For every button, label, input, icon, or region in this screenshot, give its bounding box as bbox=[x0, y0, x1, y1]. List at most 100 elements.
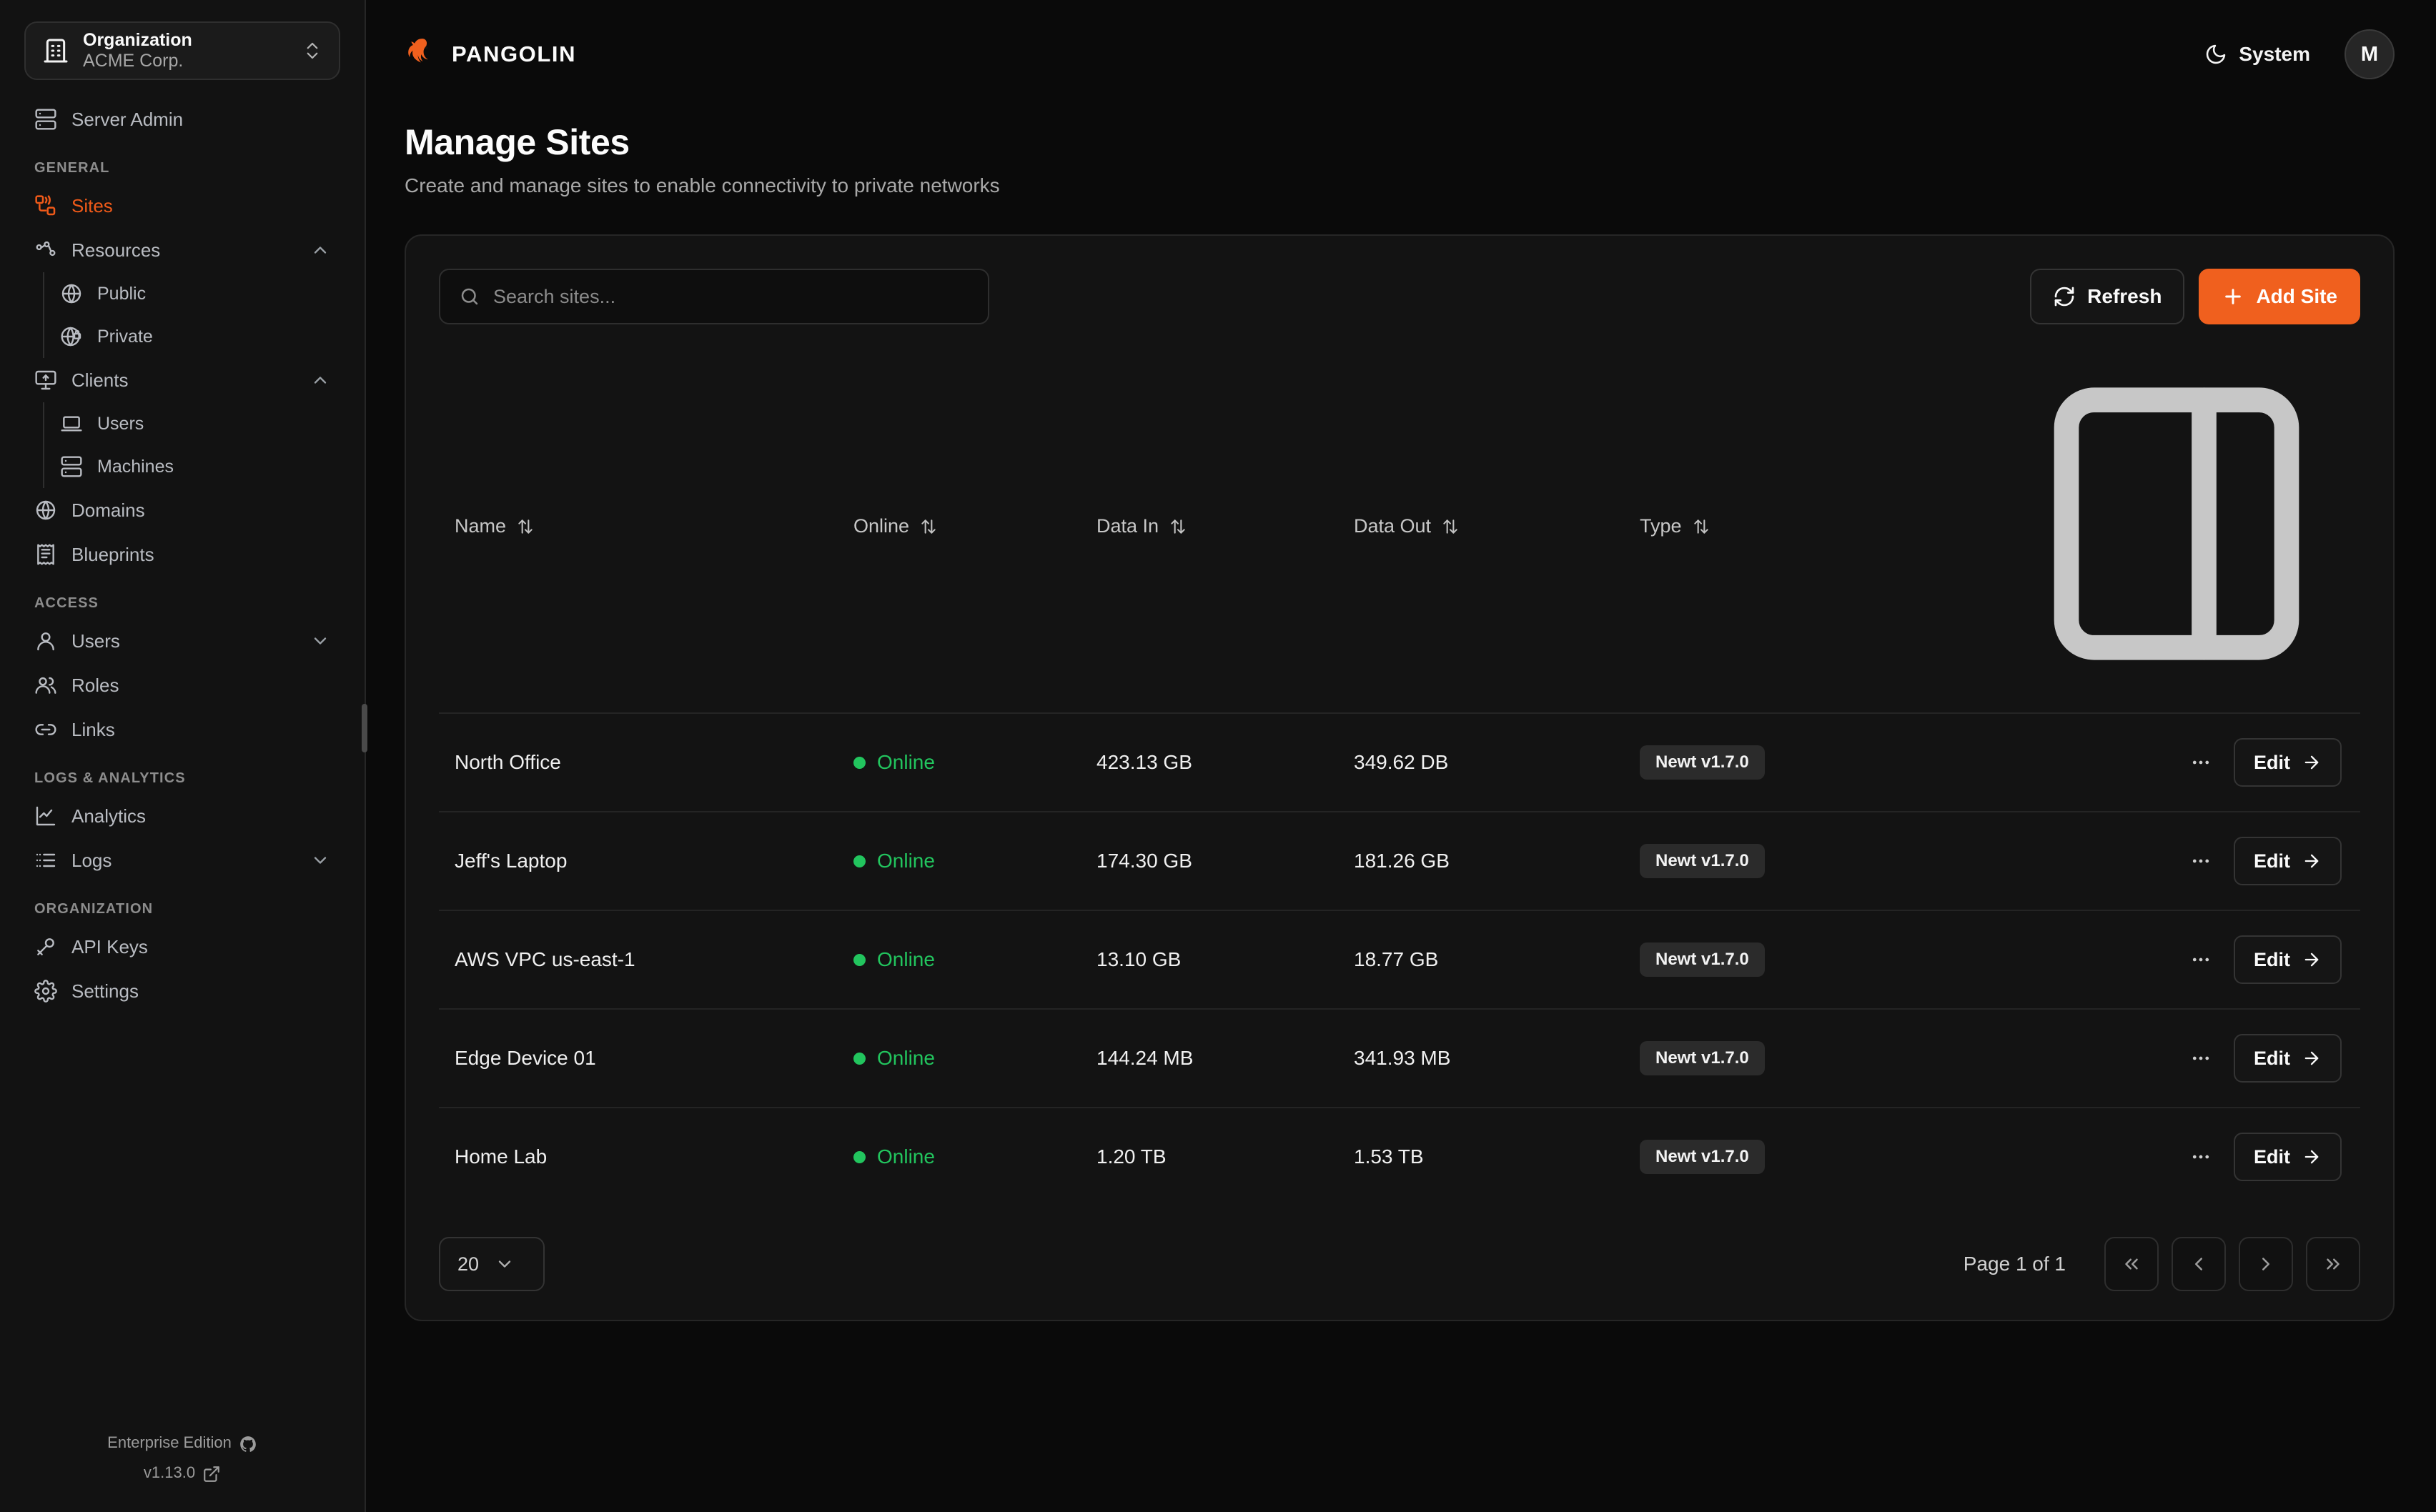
theme-toggle-button[interactable]: System bbox=[2194, 36, 2320, 73]
version-row[interactable]: v1.13.0 bbox=[24, 1458, 340, 1488]
chevron-down-icon bbox=[310, 631, 330, 651]
sidebar-item-users[interactable]: Users bbox=[24, 619, 340, 663]
sidebar-item-label: Server Admin bbox=[71, 108, 184, 130]
edit-button[interactable]: Edit bbox=[2234, 1133, 2342, 1181]
last-page-button[interactable] bbox=[2306, 1237, 2360, 1291]
sidebar-item-settings[interactable]: Settings bbox=[24, 969, 340, 1013]
sidebar-item-label: Machines bbox=[97, 456, 174, 477]
sidebar-item-resources[interactable]: Resources bbox=[24, 228, 340, 272]
table-row[interactable]: Jeff's Laptop Online 174.30 GB 181.26 GB… bbox=[439, 812, 2360, 910]
row-menu-button[interactable] bbox=[2181, 742, 2221, 782]
sidebar-subnav-clients: Users Machines bbox=[43, 402, 340, 488]
sidebar-item-private[interactable]: Private bbox=[50, 315, 340, 358]
arrow-right-icon bbox=[2302, 1048, 2322, 1068]
edit-label: Edit bbox=[2254, 1145, 2290, 1168]
sidebar-item-clients[interactable]: Clients bbox=[24, 358, 340, 402]
sidebar-item-analytics[interactable]: Analytics bbox=[24, 794, 340, 838]
sort-icon bbox=[1441, 517, 1460, 536]
pangolin-logo-icon bbox=[405, 36, 440, 72]
add-site-label: Add Site bbox=[2256, 285, 2337, 307]
sidebar-subnav-resources: Public Private bbox=[43, 272, 340, 358]
sidebar-item-links[interactable]: Links bbox=[24, 707, 340, 752]
column-header-type[interactable]: Type bbox=[1640, 350, 2011, 713]
receipt-icon bbox=[34, 543, 57, 566]
sidebar-item-domains[interactable]: Domains bbox=[24, 488, 340, 532]
sidebar-resize-handle[interactable] bbox=[362, 704, 367, 752]
cell-online: Online bbox=[853, 812, 1096, 910]
cell-actions: Edit bbox=[2011, 1009, 2360, 1108]
add-site-button[interactable]: Add Site bbox=[2199, 269, 2360, 324]
search-input[interactable] bbox=[493, 285, 969, 308]
type-badge: Newt v1.7.0 bbox=[1640, 844, 1765, 878]
type-badge: Newt v1.7.0 bbox=[1640, 1041, 1765, 1075]
table-row[interactable]: AWS VPC us-east-1 Online 13.10 GB 18.77 … bbox=[439, 910, 2360, 1009]
arrow-right-icon bbox=[2302, 752, 2322, 772]
cell-data-out: 18.77 GB bbox=[1354, 948, 1439, 970]
building-icon bbox=[41, 36, 70, 65]
edit-button[interactable]: Edit bbox=[2234, 738, 2342, 787]
brand[interactable]: PANGOLIN bbox=[405, 36, 576, 72]
sidebar-item-logs[interactable]: Logs bbox=[24, 838, 340, 882]
refresh-button[interactable]: Refresh bbox=[2030, 269, 2185, 324]
row-menu-button[interactable] bbox=[2181, 1038, 2221, 1078]
cell-online: Online bbox=[853, 1009, 1096, 1108]
sidebar-footer: Enterprise Edition v1.13.0 bbox=[0, 1428, 365, 1512]
sidebar-item-label: Users bbox=[71, 630, 120, 652]
column-header-online[interactable]: Online bbox=[853, 350, 1096, 713]
column-header-name[interactable]: Name bbox=[439, 350, 853, 713]
page-title: Manage Sites bbox=[405, 122, 630, 162]
globe-icon bbox=[34, 499, 57, 522]
resources-icon bbox=[34, 239, 57, 262]
sites-icon bbox=[34, 194, 57, 217]
sidebar-item-sites[interactable]: Sites bbox=[24, 184, 340, 228]
edit-button[interactable]: Edit bbox=[2234, 935, 2342, 984]
table-row[interactable]: Home Lab Online 1.20 TB 1.53 TB Newt v1.… bbox=[439, 1108, 2360, 1205]
sidebar-section-access: ACCESS bbox=[34, 595, 99, 611]
table-toolbar: Refresh Add Site bbox=[439, 269, 2360, 324]
cell-data-in: 144.24 MB bbox=[1096, 1047, 1194, 1069]
search-sites-box[interactable] bbox=[439, 269, 989, 324]
table-head: Name Online bbox=[439, 350, 2360, 713]
cell-name: Edge Device 01 bbox=[455, 1047, 596, 1069]
column-header-data-in[interactable]: Data In bbox=[1096, 350, 1354, 713]
github-icon bbox=[239, 1433, 257, 1453]
column-header-data-out[interactable]: Data Out bbox=[1354, 350, 1640, 713]
status-label: Online bbox=[877, 751, 935, 774]
edit-button[interactable]: Edit bbox=[2234, 1034, 2342, 1083]
status-label: Online bbox=[877, 1145, 935, 1168]
cell-data-out: 181.26 GB bbox=[1354, 850, 1450, 872]
table-row[interactable]: Edge Device 01 Online 144.24 MB 341.93 M… bbox=[439, 1009, 2360, 1108]
table-row[interactable]: North Office Online 423.13 GB 349.62 DB … bbox=[439, 713, 2360, 812]
sidebar-item-server-admin[interactable]: Server Admin bbox=[24, 97, 340, 141]
page-header: Manage Sites Create and manage sites to … bbox=[366, 109, 2436, 197]
table-body: North Office Online 423.13 GB 349.62 DB … bbox=[439, 713, 2360, 1205]
avatar[interactable]: M bbox=[2345, 29, 2395, 79]
sidebar-item-public[interactable]: Public bbox=[50, 272, 340, 315]
edition-row[interactable]: Enterprise Edition bbox=[24, 1428, 340, 1458]
next-page-button[interactable] bbox=[2239, 1237, 2293, 1291]
sidebar-item-api-keys[interactable]: API Keys bbox=[24, 925, 340, 969]
organization-switcher[interactable]: Organization ACME Corp. bbox=[24, 21, 340, 80]
sites-table: Name Online bbox=[439, 350, 2360, 1205]
row-menu-button[interactable] bbox=[2181, 1137, 2221, 1177]
row-menu-button[interactable] bbox=[2181, 841, 2221, 881]
status-label: Online bbox=[877, 948, 935, 971]
type-badge: Newt v1.7.0 bbox=[1640, 745, 1765, 780]
sidebar-item-users-clients[interactable]: Users bbox=[50, 402, 340, 445]
status-dot bbox=[853, 1052, 866, 1065]
sidebar-item-roles[interactable]: Roles bbox=[24, 663, 340, 707]
cell-actions: Edit bbox=[2011, 910, 2360, 1009]
sidebar-item-machines[interactable]: Machines bbox=[50, 445, 340, 488]
table-header-row: Name Online bbox=[439, 350, 2360, 713]
page-size-select[interactable]: 20 bbox=[439, 1237, 545, 1291]
status-dot bbox=[853, 855, 866, 867]
edit-button[interactable]: Edit bbox=[2234, 837, 2342, 885]
cell-data-in: 423.13 GB bbox=[1096, 751, 1192, 773]
cell-type: Newt v1.7.0 bbox=[1640, 812, 2011, 910]
panel-right-icon[interactable] bbox=[2011, 387, 2342, 693]
cell-type: Newt v1.7.0 bbox=[1640, 910, 2011, 1009]
previous-page-button[interactable] bbox=[2172, 1237, 2226, 1291]
row-menu-button[interactable] bbox=[2181, 940, 2221, 980]
first-page-button[interactable] bbox=[2104, 1237, 2159, 1291]
sidebar-item-blueprints[interactable]: Blueprints bbox=[24, 532, 340, 577]
